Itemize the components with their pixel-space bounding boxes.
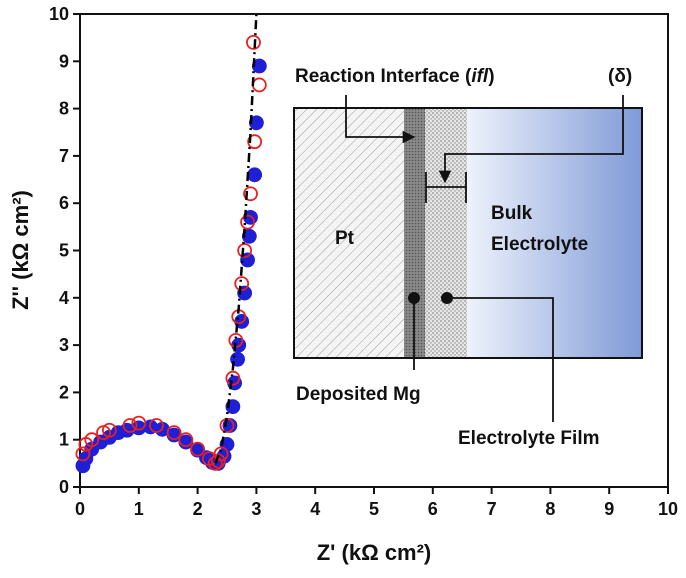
- data-point: [213, 446, 229, 462]
- x-tick-label: 9: [604, 499, 614, 519]
- x-tick-label: 2: [193, 499, 203, 519]
- data-point: [178, 432, 194, 448]
- data-point: [149, 418, 164, 433]
- data-point: [131, 415, 147, 431]
- annotation: Electrolyte Film: [458, 428, 600, 449]
- y-tick-label: 2: [59, 382, 69, 402]
- data-point: [122, 418, 138, 433]
- annotation: Pt: [335, 228, 355, 249]
- data-point: [240, 214, 255, 230]
- bulk-region: [467, 108, 642, 358]
- data-point: [119, 422, 135, 438]
- x-tick-label: 4: [310, 499, 320, 519]
- y-tick-label: 5: [59, 241, 69, 261]
- data-point: [247, 134, 263, 150]
- data-point: [84, 432, 100, 448]
- y-tick-label: 10: [49, 4, 69, 24]
- x-tick-label: 8: [545, 499, 555, 519]
- y-tick-label: 7: [59, 146, 69, 166]
- y-axis-label: Z'' (kΩ cm²): [8, 190, 33, 310]
- x-tick-label: 0: [75, 499, 85, 519]
- film-region: [425, 108, 467, 358]
- x-tick-label: 6: [428, 499, 438, 519]
- x-tick-label: 10: [658, 499, 678, 519]
- annotation: Electrolyte: [491, 234, 588, 255]
- x-tick-label: 7: [487, 499, 497, 519]
- y-tick-label: 1: [59, 430, 69, 450]
- inset-diagram: Reaction Interface (ifl) (δ) Pt Bulk Ele…: [293, 66, 643, 449]
- plot-area: 0 1 2 3 4 5 6 7 8 9 10 0 1 2 3 4 5 6 7 8 9 10: [49, 4, 678, 519]
- data-point: [247, 167, 263, 183]
- x-tick-label: 3: [251, 499, 261, 519]
- data-point: [102, 422, 117, 438]
- annotation: Bulk: [491, 203, 533, 224]
- y-tick-label: 8: [59, 99, 69, 119]
- fit-line: [214, 13, 258, 464]
- y-tick-label: 4: [59, 288, 69, 308]
- y-tick-label: 3: [59, 335, 69, 355]
- data-point: [251, 77, 267, 93]
- pt-region: [294, 108, 404, 358]
- data-point: [190, 441, 206, 457]
- data-point: [75, 446, 91, 462]
- data-point: [246, 34, 261, 50]
- annotation: Reaction Interface (ifl): [295, 66, 495, 87]
- x-tick-label: 5: [369, 499, 379, 519]
- arrow: [345, 95, 416, 144]
- y-tick-label: 0: [59, 477, 69, 497]
- annotation: (δ): [608, 66, 632, 87]
- x-tick-label: 1: [134, 499, 144, 519]
- data-point: [166, 425, 182, 441]
- leader: [447, 297, 554, 422]
- inset-border: [293, 107, 643, 359]
- data-point: [225, 370, 241, 386]
- x-axis-label: Z' (kΩ cm²): [317, 540, 432, 565]
- data-point: [234, 276, 250, 292]
- data-point: [237, 243, 253, 258]
- arrow: [438, 95, 624, 184]
- data-point: [210, 453, 226, 469]
- data-point: [243, 186, 258, 202]
- annotation: Deposited Mg: [296, 384, 421, 405]
- y-tick-label: 6: [59, 193, 69, 213]
- y-tick-label: 9: [59, 51, 69, 71]
